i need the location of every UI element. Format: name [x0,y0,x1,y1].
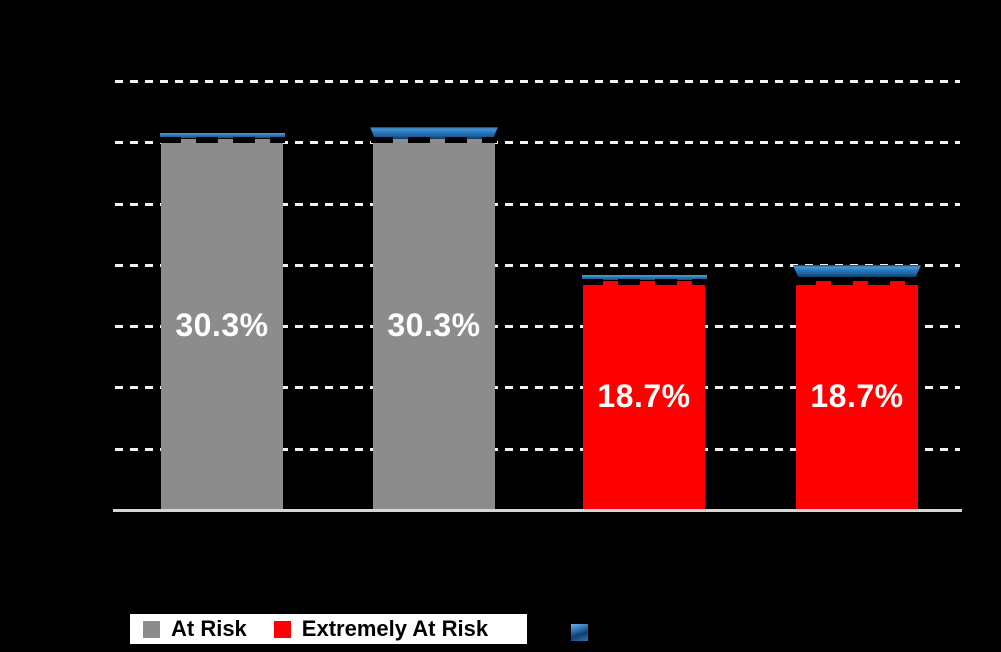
bar-cap-marker [160,133,285,138]
bar-dash-marker [794,279,920,285]
bar-value-label: 18.7% [810,377,904,414]
bar [796,281,918,510]
bar-cap-marker [793,265,921,277]
gridline [115,264,960,267]
x-axis-line [113,509,962,512]
bar-value-label: 18.7% [597,377,691,414]
bar-value-label: 30.3% [387,306,481,343]
legend-item-at-risk: At Risk [143,616,247,642]
bar-dash-marker [581,279,707,285]
bar-value-label: 30.3% [175,306,269,343]
bar [583,281,705,510]
gridline [115,325,960,328]
bar [373,139,495,510]
legend-swatch-extremely-at-risk [273,620,291,638]
legend-label-extremely-at-risk: Extremely At Risk [301,616,489,641]
bar [161,139,283,510]
legend: At Risk Extremely At Risk [130,614,527,644]
bar-dash-marker [371,137,497,143]
gridline [115,203,960,206]
legend-item-extremely-at-risk: Extremely At Risk [273,616,489,642]
gridline [115,141,960,144]
gridline [115,80,960,83]
bar-cap-marker [370,127,498,139]
bar-cap-marker [582,275,707,280]
legend-label-at-risk: At Risk [171,616,247,641]
legend-swatch-at-risk [143,620,160,638]
legend-swatch-blue-marker [571,624,588,641]
gridline [115,386,960,389]
bar-dash-marker [159,137,285,143]
gridline [115,448,960,451]
